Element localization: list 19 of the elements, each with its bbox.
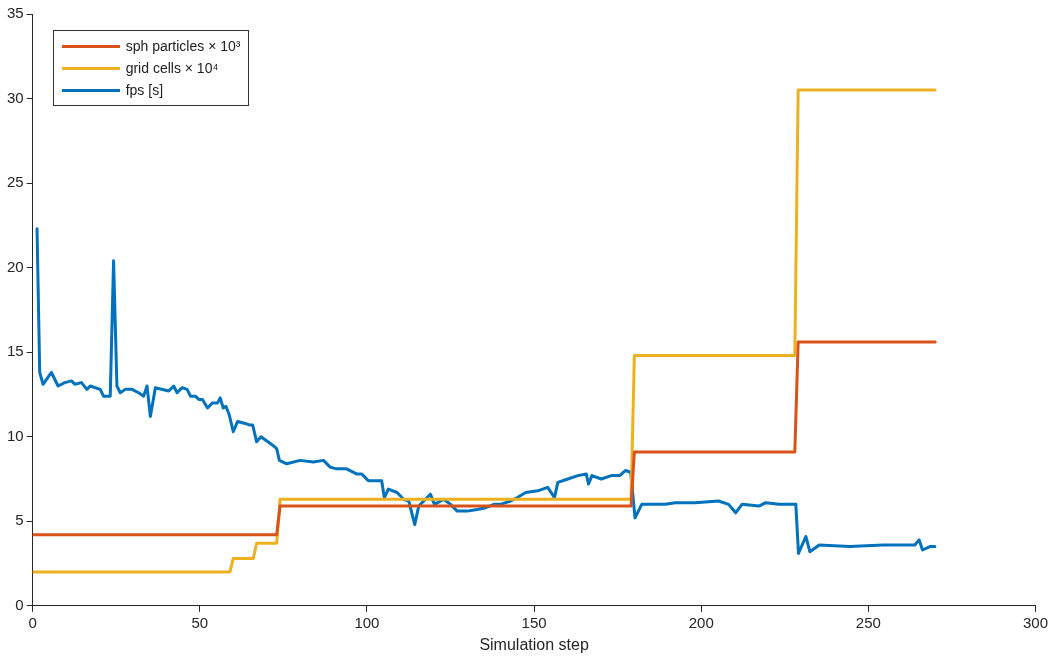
x-tick-label: 50 [191, 613, 209, 631]
x-tick-label: 100 [354, 613, 380, 631]
y-tick-label: 5 [15, 511, 24, 529]
y-tick-label: 20 [7, 257, 24, 275]
y-tick-label: 0 [15, 595, 24, 613]
x-tick-label: 0 [28, 613, 37, 631]
x-tick-label: 150 [521, 613, 547, 631]
legend-label: grid cells × 10⁴ [125, 60, 219, 76]
legend-label: fps [s] [125, 82, 164, 98]
y-tick-label: 10 [7, 426, 24, 444]
x-tick-label: 300 [1022, 613, 1048, 631]
x-axis-title: Simulation step [479, 635, 589, 653]
y-tick-label: 30 [7, 88, 24, 106]
legend-label: sph particles × 10³ [125, 38, 241, 54]
x-tick-label: 200 [688, 613, 714, 631]
x-tick-label: 250 [855, 613, 881, 631]
y-tick-label: 15 [7, 342, 24, 360]
y-tick-label: 25 [7, 173, 24, 191]
y-tick-label: 35 [7, 4, 24, 22]
